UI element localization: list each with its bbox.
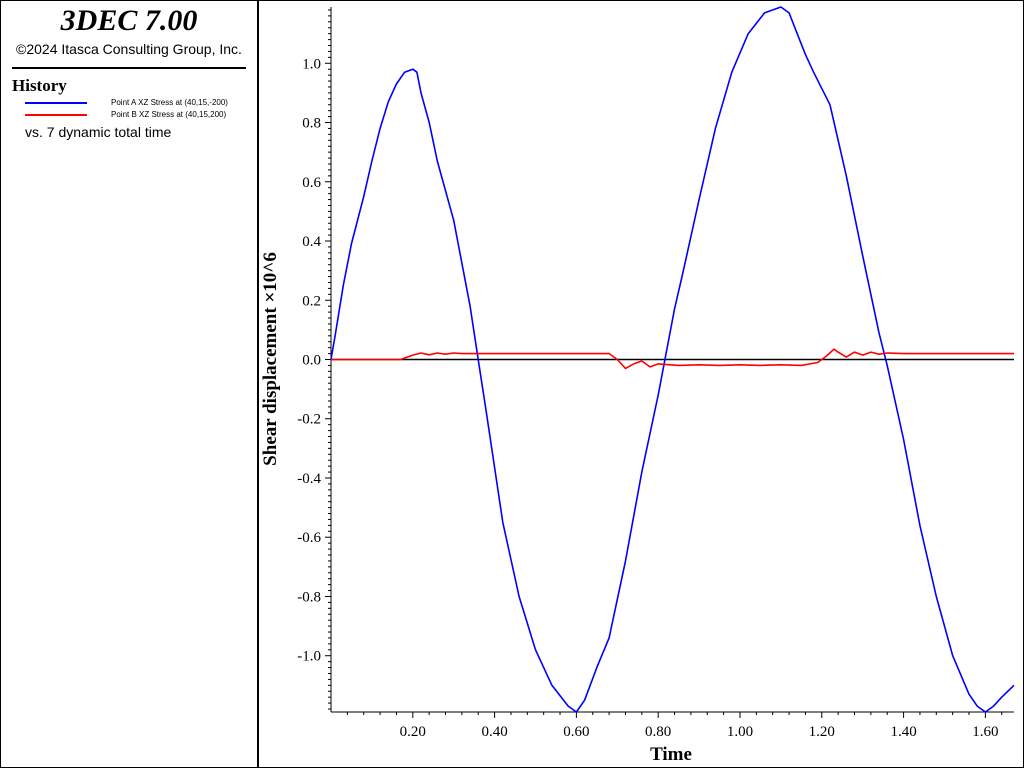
x-tick-label: 1.60 xyxy=(972,724,998,740)
x-tick-label: 0.80 xyxy=(645,724,671,740)
y-tick-label: -0.2 xyxy=(297,412,321,428)
y-tick-label: 1.0 xyxy=(302,56,321,72)
chart-axes: -1.0 -0.8 -0.6 -0.4 -0.2 0.0 0.2 0.4 0.6 0.8 1.0 0.… xyxy=(297,7,1014,740)
x-tick-label: 1.00 xyxy=(727,724,753,740)
y-tick-label: 0.6 xyxy=(302,175,321,191)
x-tick-label: 1.20 xyxy=(809,724,835,740)
y-tick-label: -0.6 xyxy=(297,530,321,546)
info-panel: 3DEC 7.00 ©2024 Itasca Consulting Group,… xyxy=(1,1,259,767)
legend-label-point-b: Point B XZ Stress at (40,15,200) xyxy=(111,110,227,119)
x-tick-label: 1.40 xyxy=(890,724,916,740)
y-tick-label: -1.0 xyxy=(297,649,321,665)
series-line-point-b xyxy=(331,348,1014,370)
y-tick-label: 0.8 xyxy=(302,116,321,132)
y-axis-title: Shear displacement ×10^6 xyxy=(260,252,281,466)
legend-swatch-point-a xyxy=(25,102,87,104)
y-tick-label: -0.8 xyxy=(297,589,321,605)
x-axis-title: Time xyxy=(650,744,692,765)
history-chart: -1.0 -0.8 -0.6 -0.4 -0.2 0.0 0.2 0.4 0.6 0.8 1.0 0.… xyxy=(260,6,1015,765)
series-line-point-a xyxy=(330,6,1015,713)
vs-label: vs. 7 dynamic total time xyxy=(25,124,172,140)
y-tick-label: 0.0 xyxy=(302,353,321,369)
x-tick-label: 0.60 xyxy=(563,724,589,740)
x-tick-label: 0.40 xyxy=(481,724,507,740)
app-title: 3DEC 7.00 xyxy=(60,4,198,37)
x-tick-label: 0.20 xyxy=(400,724,426,740)
legend-swatch-point-b xyxy=(25,114,87,116)
chart-series xyxy=(330,6,1015,713)
panel-divider xyxy=(12,67,246,69)
legend-label-point-a: Point A XZ Stress at (40,15,-200) xyxy=(111,98,228,107)
y-tick-label: 0.2 xyxy=(302,293,321,309)
y-tick-label: -0.4 xyxy=(297,471,321,487)
legend-heading: History xyxy=(12,76,67,95)
y-tick-label: 0.4 xyxy=(302,234,321,250)
copyright-text: ©2024 Itasca Consulting Group, Inc. xyxy=(16,41,242,57)
